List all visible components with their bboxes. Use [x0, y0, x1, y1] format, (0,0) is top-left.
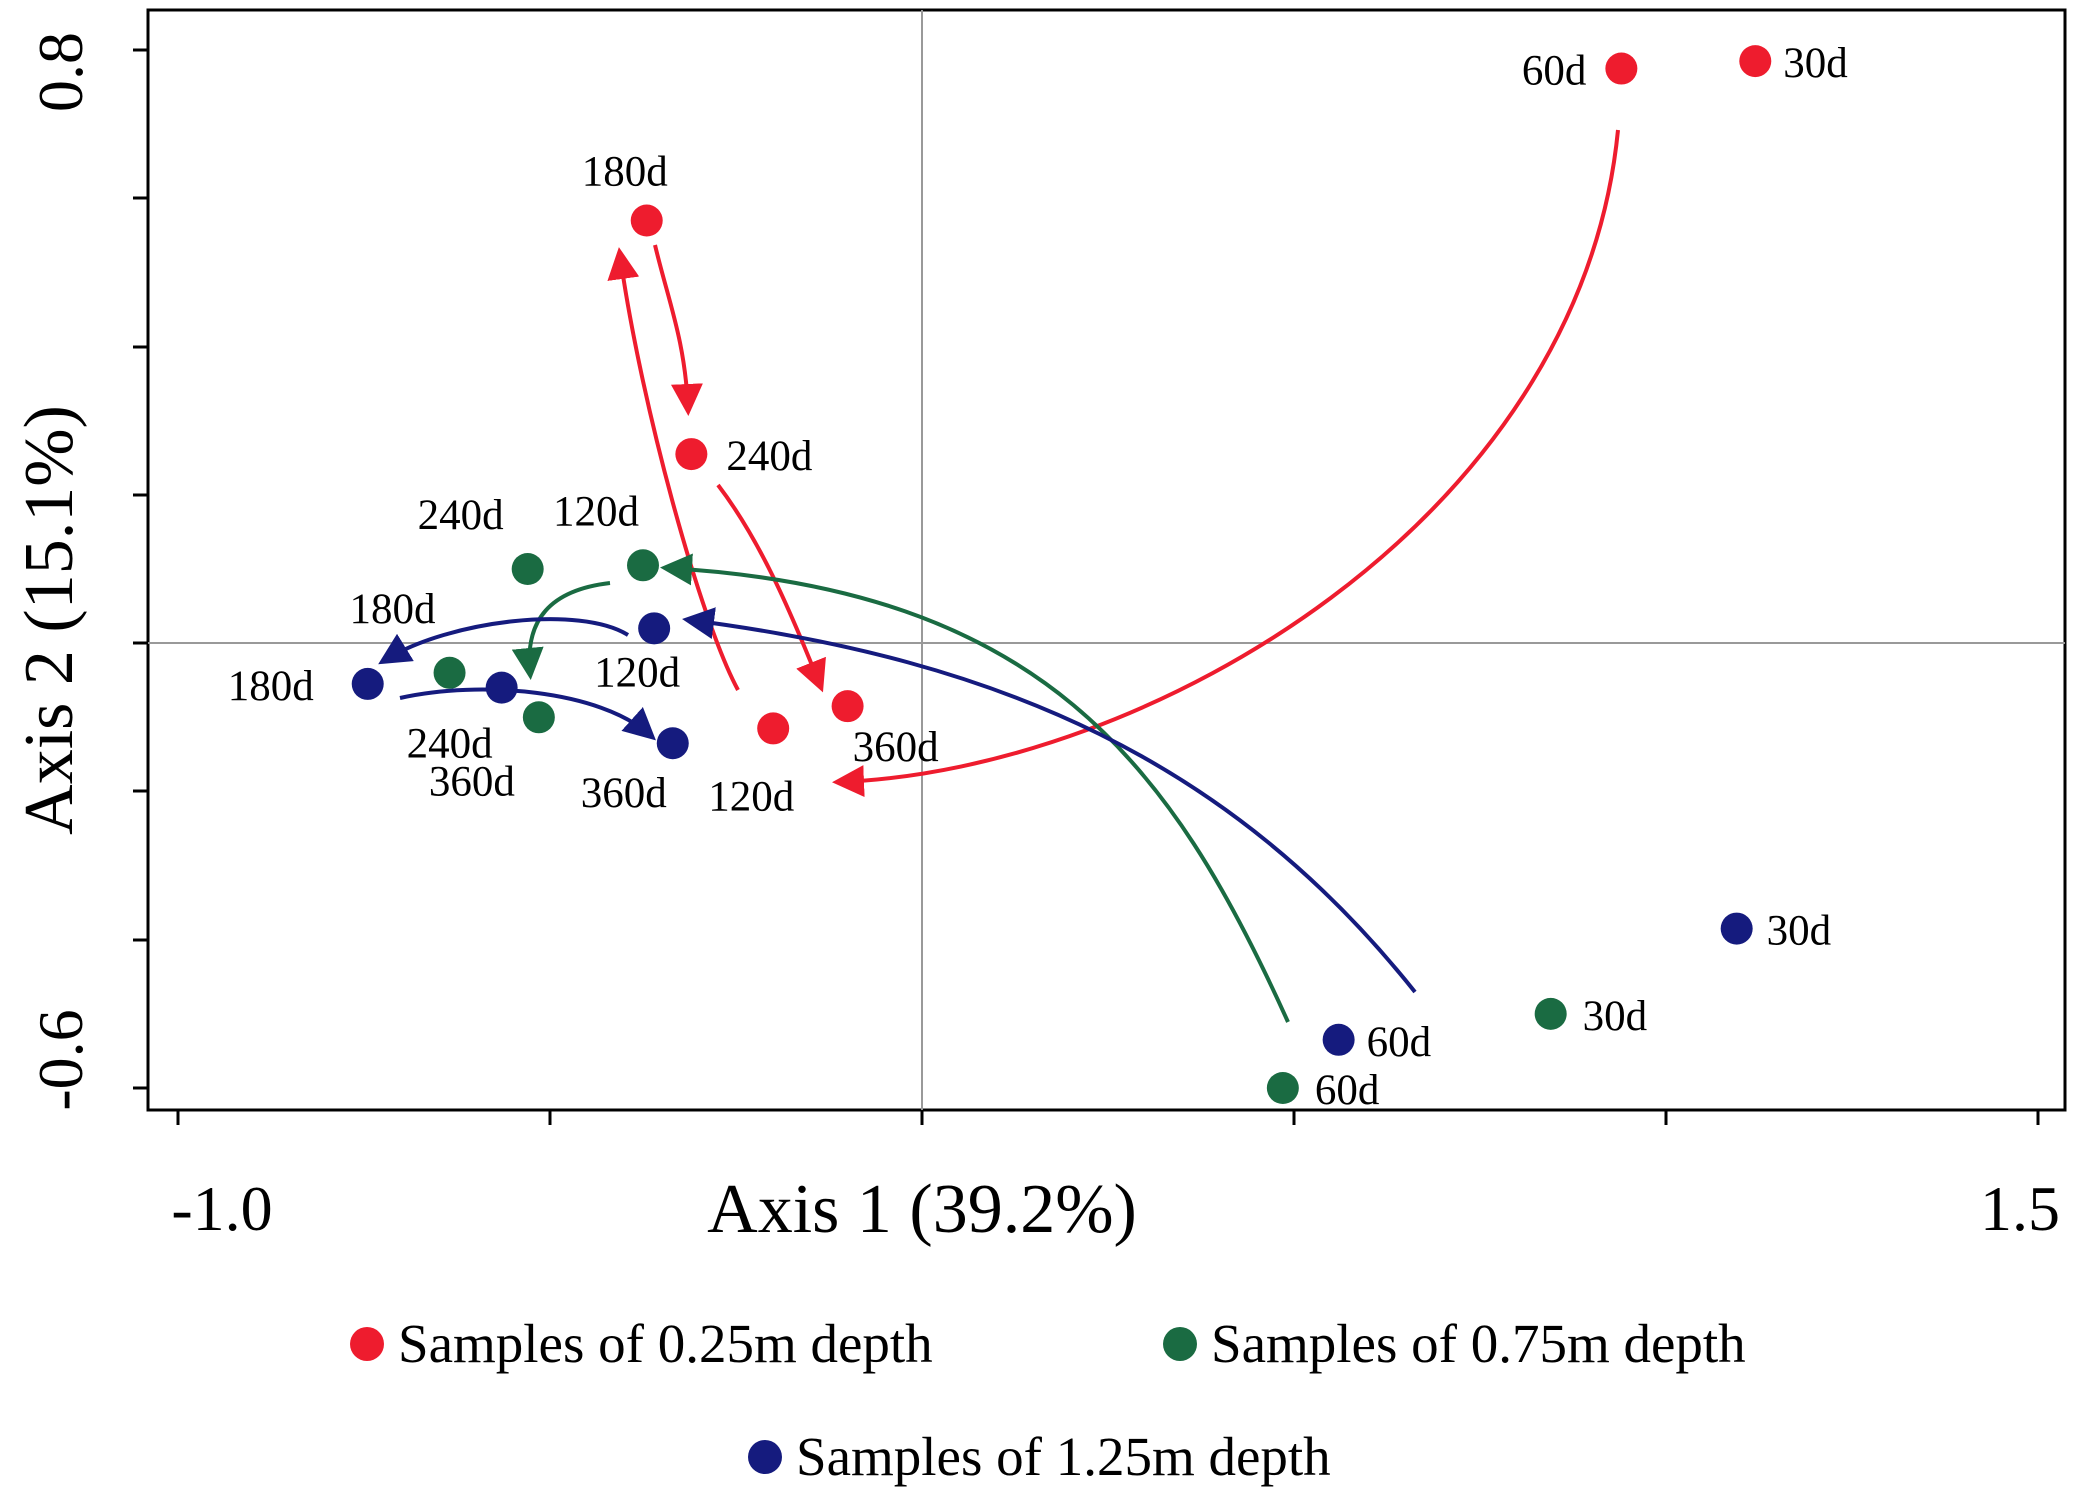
x-tick-label-min: -1.0 — [171, 1173, 272, 1244]
data-point-s0-240d — [675, 438, 708, 471]
data-point-s0-30d — [1739, 45, 1772, 78]
red-arrow-180d-to-240d — [653, 244, 703, 416]
data-point-s2-240d — [485, 671, 518, 704]
data-point-s2-60d — [1322, 1023, 1355, 1056]
data-label-s2-60d: 60d — [1367, 1019, 1432, 1066]
data-point-s0-180d — [630, 204, 663, 237]
x-tick-label-max: 1.5 — [1980, 1173, 2060, 1244]
data-points — [351, 45, 1772, 1104]
blue-arrow-120d-to-180d — [378, 617, 630, 665]
data-label-s1-240d: 240d — [418, 492, 504, 539]
data-label-s1-120d: 120d — [553, 488, 639, 535]
data-label-s2-30d: 30d — [1767, 908, 1832, 955]
data-point-s1-240d — [511, 553, 544, 585]
data-label-s1-30d: 30d — [1583, 993, 1648, 1040]
data-point-labels: 30d60d120d180d240d360d30d60d120d180d240d… — [228, 40, 1848, 1114]
data-point-s1-360d — [522, 701, 555, 734]
blue-arrow-60d-to-120d — [682, 607, 1417, 994]
data-point-s2-30d — [1720, 912, 1753, 945]
data-label-s2-360d: 360d — [581, 770, 667, 817]
green-arrow-120d-to-240d — [511, 581, 611, 680]
red-arrow-120d-to-180d — [607, 247, 740, 691]
data-point-s1-60d — [1266, 1072, 1299, 1104]
data-label-s2-240d: 240d — [407, 721, 493, 768]
y-axis-title: Axis 2 (15.1%) — [11, 405, 88, 835]
data-point-s1-30d — [1534, 997, 1567, 1030]
data-point-s1-120d — [627, 549, 659, 582]
data-point-s2-360d — [656, 727, 689, 760]
trajectory-arrows — [378, 129, 1620, 1023]
data-label-s1-360d: 360d — [429, 758, 515, 805]
blue-arrow-240d-to-360d — [399, 687, 656, 741]
data-label-s1-60d: 60d — [1315, 1067, 1380, 1114]
x-axis-title: Axis 1 (39.2%) — [707, 1171, 1137, 1248]
data-point-s2-120d — [638, 612, 671, 645]
data-label-s0-360d: 360d — [853, 724, 939, 771]
green-arrow-60d-to-120d — [660, 553, 1290, 1023]
data-point-s0-360d — [831, 690, 864, 723]
data-label-s0-60d: 60d — [1522, 48, 1587, 95]
x-axis-ticks — [176, 1110, 2040, 1125]
data-label-s1-180d: 180d — [350, 586, 436, 633]
plot-frame — [146, 8, 2067, 1112]
data-label-s0-240d: 240d — [726, 433, 812, 480]
data-point-s0-60d — [1605, 52, 1638, 85]
data-point-s0-120d — [757, 712, 790, 745]
data-label-s2-120d: 120d — [594, 649, 680, 696]
data-point-s2-180d — [351, 667, 384, 700]
data-label-s0-30d: 30d — [1783, 40, 1848, 87]
y-tick-label-max: 0.8 — [25, 32, 96, 112]
red-arrow-60d-to-120d — [832, 129, 1620, 798]
data-label-s0-180d: 180d — [582, 149, 668, 196]
data-point-s1-180d — [433, 656, 466, 689]
data-label-s2-180d: 180d — [228, 663, 314, 710]
y-axis-ticks — [133, 48, 148, 1090]
data-label-s0-120d: 120d — [708, 773, 794, 820]
y-tick-label-min: -0.6 — [25, 1009, 96, 1110]
